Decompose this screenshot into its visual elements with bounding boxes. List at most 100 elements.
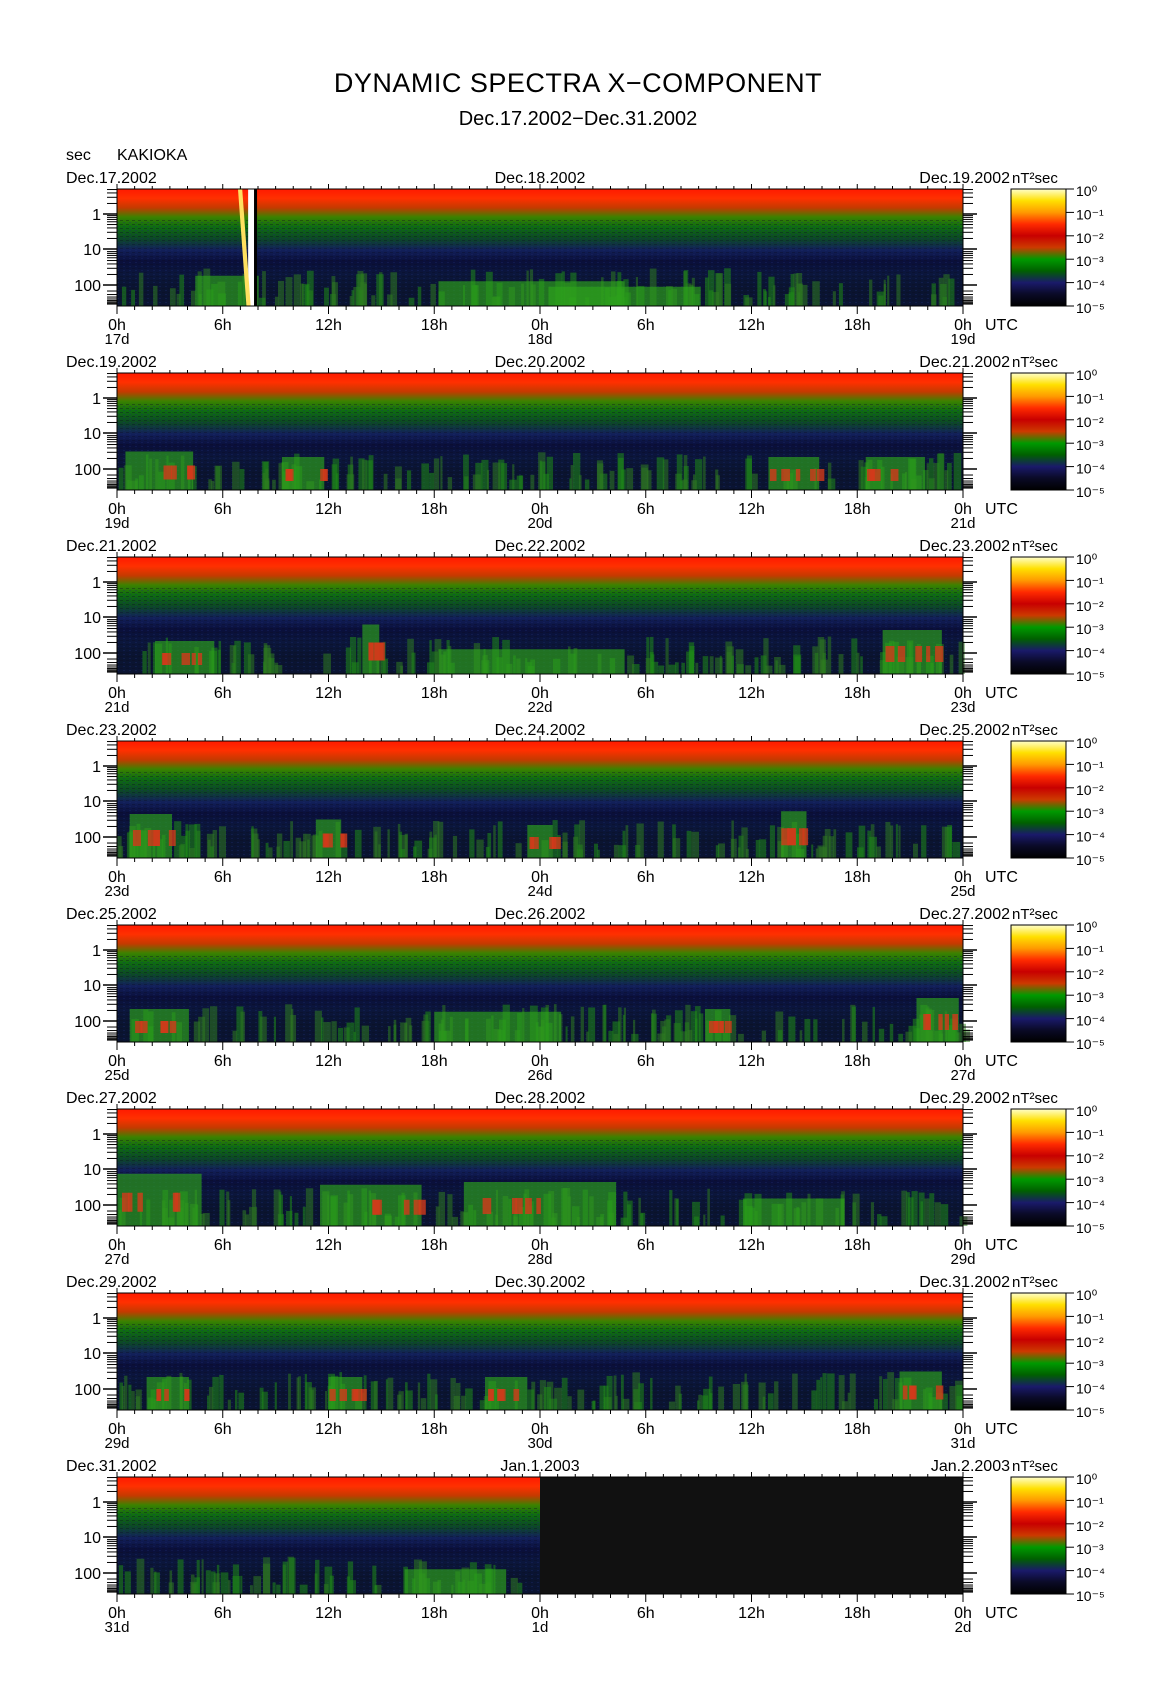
activity-streak <box>447 477 453 490</box>
x-tick-label: 6h <box>214 317 232 334</box>
x-day-label: 1d <box>532 1619 549 1636</box>
activity-streak <box>633 1019 636 1042</box>
activity-streak <box>430 283 436 306</box>
x-tick-label: 0h <box>954 1237 972 1254</box>
activity-streak <box>201 1559 204 1594</box>
activity-streak <box>350 456 353 490</box>
activity-streak <box>650 1377 653 1410</box>
activity-streak <box>682 479 688 490</box>
activity-streak <box>812 646 819 674</box>
no-data-region <box>540 1477 963 1594</box>
activity-peak <box>191 653 196 665</box>
activity-streak <box>767 1393 774 1410</box>
activity-streak <box>435 1206 440 1226</box>
activity-streak <box>779 664 786 674</box>
activity-streak <box>364 283 367 306</box>
activity-streak <box>169 1570 173 1594</box>
activity-streak <box>613 1375 617 1410</box>
x-tick-label: 12h <box>315 1605 342 1622</box>
activity-streak <box>290 1014 297 1042</box>
x-tick-label: 0h <box>108 1237 126 1254</box>
x-tick-label: 0h <box>954 1053 972 1070</box>
activity-streak <box>243 642 251 674</box>
colorbar-tick-label: 10⁻⁴ <box>1076 829 1105 845</box>
activity-streak <box>889 1023 894 1042</box>
activity-streak <box>124 1375 128 1410</box>
x-tick-label: 6h <box>637 1421 655 1438</box>
activity-streak <box>876 846 881 858</box>
activity-streak <box>872 1006 875 1042</box>
activity-streak <box>822 1373 827 1410</box>
activity-streak <box>131 1391 135 1410</box>
activity-streak <box>376 274 384 306</box>
panel-date-mid: Jan.1.2003 <box>500 1458 579 1475</box>
activity-streak <box>784 294 791 306</box>
activity-streak <box>510 1577 518 1594</box>
activity-streak <box>760 655 767 674</box>
activity-streak <box>455 1382 461 1410</box>
activity-streak <box>278 463 284 490</box>
activity-streak <box>354 1007 360 1042</box>
activity-streak <box>447 1194 453 1226</box>
activity-streak <box>430 1379 438 1410</box>
activity-streak <box>668 664 676 674</box>
activity-peak <box>513 1389 520 1401</box>
activity-streak <box>260 1016 267 1042</box>
activity-streak <box>324 287 329 306</box>
activity-streak <box>212 1376 219 1410</box>
activity-peak <box>802 828 809 846</box>
activity-peak <box>353 1389 363 1401</box>
panel-date-right: Dec.23.2002 <box>919 538 1010 555</box>
activity-streak <box>588 1007 596 1042</box>
x-tick-label: 6h <box>637 501 655 518</box>
activity-streak <box>883 284 886 306</box>
activity-streak <box>331 1021 337 1042</box>
activity-streak <box>374 831 378 858</box>
x-tick-label: 6h <box>637 1605 655 1622</box>
activity-streak <box>196 1559 200 1594</box>
activity-streak <box>274 296 279 306</box>
activity-streak <box>715 657 723 674</box>
activity-streak <box>425 1011 431 1042</box>
activity-streak <box>833 829 837 858</box>
x-tick-label: 12h <box>738 1605 765 1622</box>
activity-streak <box>218 640 222 674</box>
activity-streak <box>437 821 444 858</box>
activity-streak <box>887 275 890 306</box>
activity-streak <box>371 295 376 306</box>
activity-streak <box>200 1213 205 1226</box>
activity-streak <box>405 1382 408 1410</box>
x-unit-label: UTC <box>985 1421 1018 1438</box>
x-tick-label: 12h <box>738 685 765 702</box>
y-axis-unit: sec <box>66 147 91 164</box>
activity-streak <box>869 279 873 306</box>
activity-streak <box>537 1394 543 1410</box>
activity-streak <box>312 834 317 858</box>
activity-streak <box>622 1398 630 1410</box>
spectrogram-panel: Dec.19.2002 Dec.20.2002 Dec.21.2002 nT²sec 1… <box>66 354 1105 532</box>
panel-date-left: Dec.31.2002 <box>66 1458 157 1475</box>
activity-streak <box>838 283 843 306</box>
activity-streak <box>117 836 122 858</box>
activity-streak <box>331 464 338 490</box>
activity-peak <box>371 642 380 661</box>
activity-streak <box>385 1379 389 1410</box>
colorbar-tick-label: 10⁰ <box>1076 919 1098 935</box>
activity-streak <box>707 270 715 306</box>
spike-yellow <box>237 189 251 306</box>
activity-peak <box>181 653 190 665</box>
x-day-label: 29d <box>104 1435 129 1452</box>
activity-streak <box>788 287 795 306</box>
activity-streak <box>691 831 700 858</box>
activity-streak <box>657 1033 666 1042</box>
activity-streak <box>539 1380 547 1410</box>
spike-white <box>248 189 255 306</box>
x-tick-label: 0h <box>531 1605 549 1622</box>
activity-streak <box>728 1015 737 1042</box>
activity-streak <box>758 1382 766 1410</box>
activity-streak <box>417 1382 421 1410</box>
x-tick-label: 6h <box>214 1053 232 1070</box>
activity-streak <box>928 458 934 490</box>
activity-streak <box>194 823 201 858</box>
activity-peak <box>324 833 333 848</box>
